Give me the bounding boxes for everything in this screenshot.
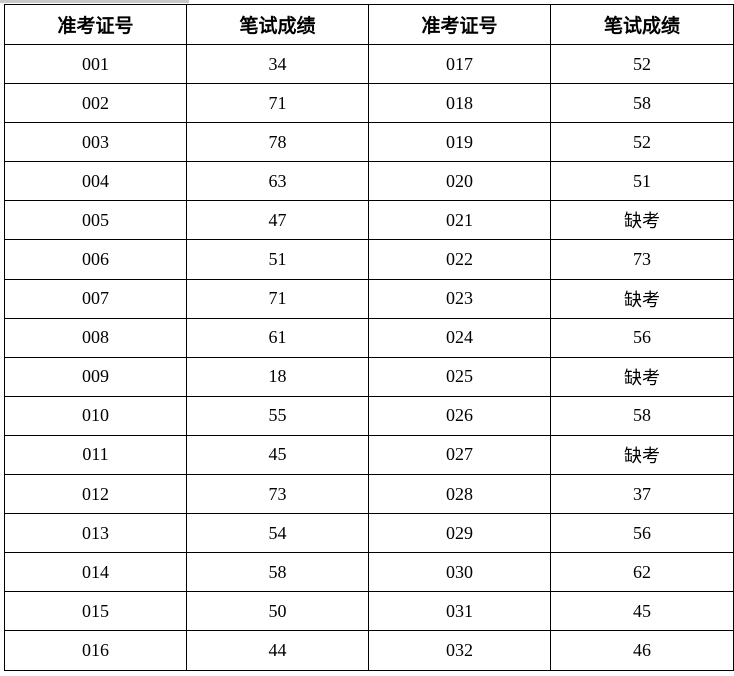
score-cell: 56 — [550, 513, 734, 554]
score-table: 准考证号 笔试成绩 准考证号 笔试成绩 001 34 017 52 002 71 018 58… — [4, 4, 734, 671]
score-cell: 54 — [186, 513, 369, 554]
score-cell: 缺考 — [550, 434, 734, 476]
exam-id-cell: 032 — [368, 630, 551, 671]
table-row: 016 44 032 46 — [4, 630, 734, 671]
score-cell: 44 — [186, 630, 369, 671]
exam-id-cell: 011 — [4, 434, 187, 476]
header-exam-id: 准考证号 — [368, 4, 551, 45]
exam-id-cell: 006 — [4, 239, 187, 280]
table-row: 006 51 022 73 — [4, 239, 734, 280]
exam-id-cell: 004 — [4, 161, 187, 202]
exam-id-cell: 018 — [368, 83, 551, 124]
exam-id-cell: 008 — [4, 317, 187, 358]
exam-id-cell: 003 — [4, 122, 187, 163]
score-cell: 18 — [186, 356, 369, 397]
score-cell: 71 — [186, 278, 369, 319]
table-row: 015 50 031 45 — [4, 591, 734, 632]
score-cell: 63 — [186, 161, 369, 202]
score-cell: 51 — [550, 161, 734, 202]
table-row: 011 45 027 缺考 — [4, 434, 734, 476]
table-row: 003 78 019 52 — [4, 122, 734, 163]
score-cell: 51 — [186, 239, 369, 280]
header-written-score: 笔试成绩 — [550, 4, 734, 45]
exam-id-cell: 016 — [4, 630, 187, 671]
exam-id-cell: 017 — [368, 43, 551, 85]
exam-id-cell: 029 — [368, 513, 551, 554]
exam-id-cell: 028 — [368, 474, 551, 515]
table-row: 014 58 030 62 — [4, 552, 734, 593]
score-cell: 71 — [186, 83, 369, 124]
score-cell: 52 — [550, 122, 734, 163]
exam-id-cell: 009 — [4, 356, 187, 397]
score-cell: 45 — [550, 591, 734, 632]
header-written-score: 笔试成绩 — [186, 4, 369, 45]
table-row: 001 34 017 52 — [4, 43, 734, 85]
score-cell: 46 — [550, 630, 734, 671]
score-cell: 缺考 — [550, 278, 734, 319]
table-row: 009 18 025 缺考 — [4, 356, 734, 397]
score-cell: 34 — [186, 43, 369, 85]
exam-id-cell: 007 — [4, 278, 187, 319]
score-cell: 45 — [186, 434, 369, 476]
table-row: 005 47 021 缺考 — [4, 200, 734, 241]
score-cell: 62 — [550, 552, 734, 593]
exam-id-cell: 005 — [4, 200, 187, 241]
table-row: 012 73 028 37 — [4, 474, 734, 515]
score-cell: 56 — [550, 317, 734, 358]
exam-id-cell: 012 — [4, 474, 187, 515]
score-cell: 52 — [550, 43, 734, 85]
score-cell: 缺考 — [550, 356, 734, 397]
exam-id-cell: 027 — [368, 434, 551, 476]
header-exam-id: 准考证号 — [4, 4, 187, 45]
score-cell: 73 — [186, 474, 369, 515]
score-cell: 58 — [186, 552, 369, 593]
exam-id-cell: 021 — [368, 200, 551, 241]
header-row: 准考证号 笔试成绩 准考证号 笔试成绩 — [4, 4, 734, 45]
score-cell: 缺考 — [550, 200, 734, 241]
table-row: 002 71 018 58 — [4, 83, 734, 124]
score-cell: 50 — [186, 591, 369, 632]
exam-id-cell: 023 — [368, 278, 551, 319]
score-cell: 58 — [550, 395, 734, 436]
table-row: 008 61 024 56 — [4, 317, 734, 358]
exam-id-cell: 026 — [368, 395, 551, 436]
exam-id-cell: 020 — [368, 161, 551, 202]
top-gray-bar — [0, 0, 189, 3]
score-cell: 37 — [550, 474, 734, 515]
score-cell: 47 — [186, 200, 369, 241]
exam-id-cell: 031 — [368, 591, 551, 632]
score-cell: 61 — [186, 317, 369, 358]
exam-id-cell: 002 — [4, 83, 187, 124]
table-row: 007 71 023 缺考 — [4, 278, 734, 319]
score-cell: 78 — [186, 122, 369, 163]
exam-id-cell: 019 — [368, 122, 551, 163]
score-cell: 55 — [186, 395, 369, 436]
exam-id-cell: 001 — [4, 43, 187, 85]
exam-id-cell: 013 — [4, 513, 187, 554]
exam-id-cell: 024 — [368, 317, 551, 358]
score-cell: 73 — [550, 239, 734, 280]
table-row: 013 54 029 56 — [4, 513, 734, 554]
table-row: 004 63 020 51 — [4, 161, 734, 202]
exam-id-cell: 014 — [4, 552, 187, 593]
score-cell: 58 — [550, 83, 734, 124]
exam-id-cell: 010 — [4, 395, 187, 436]
table-row: 010 55 026 58 — [4, 395, 734, 436]
exam-id-cell: 030 — [368, 552, 551, 593]
exam-id-cell: 015 — [4, 591, 187, 632]
exam-id-cell: 025 — [368, 356, 551, 397]
exam-id-cell: 022 — [368, 239, 551, 280]
